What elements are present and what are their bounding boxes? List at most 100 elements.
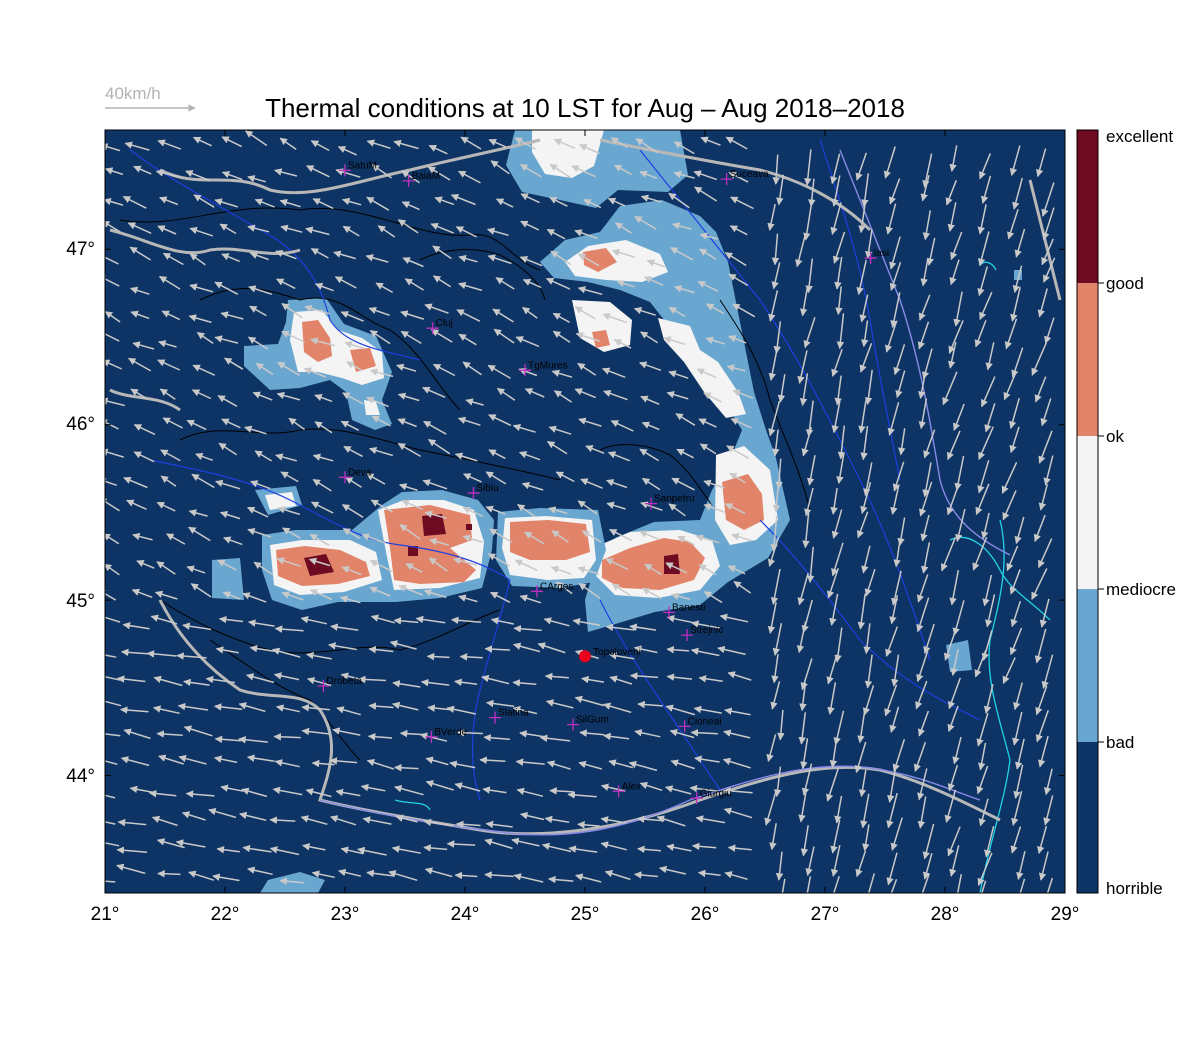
wind-arrow-icon bbox=[186, 419, 207, 431]
wind-arrow-icon bbox=[512, 642, 541, 653]
wind-arrow-icon bbox=[602, 702, 632, 714]
wind-arrow-icon bbox=[462, 534, 484, 544]
wind-arrow-icon bbox=[424, 303, 449, 314]
x-tick-label: 29° bbox=[1051, 904, 1080, 925]
wind-arrow-icon bbox=[980, 376, 996, 408]
wind-arrow-icon bbox=[434, 196, 455, 206]
wind-arrow-icon bbox=[541, 842, 572, 853]
wind-arrow-icon bbox=[446, 840, 476, 848]
wind-arrow-icon bbox=[190, 583, 212, 598]
wind-arrow-icon bbox=[238, 735, 268, 744]
wind-arrow-icon bbox=[602, 312, 628, 324]
wind-arrow-icon bbox=[834, 795, 843, 824]
wind-arrow-icon bbox=[117, 818, 147, 827]
zone-apuseni-ok bbox=[302, 320, 376, 372]
wind-arrow-icon bbox=[699, 248, 717, 260]
wind-arrow-icon bbox=[428, 144, 448, 155]
wind-arrow-icon bbox=[122, 621, 150, 630]
wind-arrow-icon bbox=[512, 423, 536, 433]
wind-arrow-icon bbox=[698, 675, 723, 683]
wind-arrow-icon bbox=[277, 361, 300, 377]
wind-arrow-icon bbox=[775, 851, 784, 881]
city-cross-icon bbox=[426, 322, 439, 335]
wind-arrow-icon bbox=[771, 653, 779, 684]
wind-arrow-icon bbox=[887, 769, 897, 803]
wind-arrow-icon bbox=[366, 396, 389, 408]
wind-arrow-icon bbox=[105, 497, 120, 512]
wind-arrow-icon bbox=[691, 842, 717, 851]
wind-arrow-icon bbox=[640, 194, 662, 203]
wind-arrow-icon bbox=[338, 868, 362, 877]
wind-arrow-icon bbox=[282, 527, 301, 539]
wind-arrow-icon bbox=[254, 198, 275, 208]
wind-arrow-icon bbox=[484, 838, 513, 850]
wind-arrow-icon bbox=[361, 533, 386, 544]
wind-arrow-icon bbox=[1012, 265, 1023, 294]
wind-arrow-icon bbox=[458, 170, 481, 184]
wind-arrow-icon bbox=[829, 593, 839, 626]
city-marker: TgMures bbox=[519, 360, 567, 377]
wind-arrow-icon bbox=[1006, 545, 1019, 572]
city-label: Strejnic bbox=[690, 625, 723, 636]
wind-arrow-icon bbox=[248, 285, 273, 296]
wind-arrow-icon bbox=[176, 652, 207, 660]
wind-arrow-icon bbox=[1036, 148, 1047, 178]
wind-arrow-icon bbox=[455, 226, 478, 238]
wind-arrow-icon bbox=[1009, 627, 1023, 656]
wind-arrow-icon bbox=[1002, 490, 1017, 521]
wind-arrow-icon bbox=[836, 453, 845, 485]
wind-arrow-icon bbox=[340, 420, 360, 431]
wind-arrow-icon bbox=[799, 682, 807, 712]
wind-arrow-icon bbox=[643, 276, 664, 286]
wind-arrow-icon bbox=[1043, 257, 1056, 283]
wind-arrow-icon bbox=[122, 195, 147, 209]
wind-arrow-icon bbox=[777, 374, 786, 403]
wind-arrow-icon bbox=[185, 790, 215, 798]
wind-arrow-icon bbox=[691, 620, 721, 629]
wind-arrow-icon bbox=[242, 592, 267, 603]
wind-arrow-icon bbox=[430, 222, 454, 234]
city-marker: BaiaM bbox=[402, 171, 440, 187]
wind-arrow-icon bbox=[600, 783, 626, 792]
wind-arrow-icon bbox=[1002, 657, 1016, 684]
wind-arrow-icon bbox=[577, 286, 603, 296]
wind-arrow-icon bbox=[858, 400, 867, 434]
city-cross-icon bbox=[612, 785, 625, 798]
wind-arrow-icon bbox=[669, 729, 695, 739]
wind-arrow-icon bbox=[175, 839, 206, 848]
wind-arrow-icon bbox=[952, 736, 962, 765]
wind-arrow-icon bbox=[185, 170, 210, 182]
wind-arrow-icon bbox=[638, 361, 662, 372]
wind-arrow-icon bbox=[864, 654, 873, 689]
zone-south-carpathians-ok bbox=[276, 505, 590, 586]
wind-arrow-icon bbox=[424, 510, 447, 519]
wind-arrow-icon bbox=[891, 654, 900, 687]
wind-arrow-icon bbox=[771, 262, 781, 290]
city-cross-icon bbox=[425, 730, 438, 743]
wind-arrow-icon bbox=[189, 226, 214, 237]
wind-arrow-icon bbox=[886, 793, 898, 829]
wind-arrow-icon bbox=[368, 446, 394, 457]
wind-arrow-icon bbox=[280, 471, 299, 483]
wind-arrow-icon bbox=[369, 368, 394, 378]
wind-arrow-icon bbox=[249, 480, 271, 490]
wind-arrow-icon bbox=[641, 477, 661, 491]
wind-arrow-icon bbox=[947, 826, 961, 857]
wind-arrow-icon bbox=[182, 622, 212, 631]
wind-arrow-icon bbox=[698, 418, 717, 428]
wind-arrow-icon bbox=[425, 756, 449, 766]
wind-arrow-icon bbox=[341, 197, 362, 206]
wind-arrow-icon bbox=[223, 536, 243, 546]
wind-arrow-icon bbox=[520, 220, 540, 231]
wind-arrow-icon bbox=[977, 742, 987, 771]
x-tick-label: 28° bbox=[931, 904, 960, 925]
wind-arrow-icon bbox=[371, 415, 391, 427]
city-cross-icon bbox=[681, 629, 693, 642]
wind-arrow-icon bbox=[977, 231, 990, 267]
wind-arrow-icon bbox=[391, 845, 422, 854]
wind-arrow-icon bbox=[724, 251, 747, 267]
wind-arrow-icon bbox=[123, 728, 151, 740]
wind-arrow-icon bbox=[369, 586, 391, 597]
wind-arrow-icon bbox=[890, 484, 900, 515]
wind-arrow-icon bbox=[423, 589, 447, 599]
